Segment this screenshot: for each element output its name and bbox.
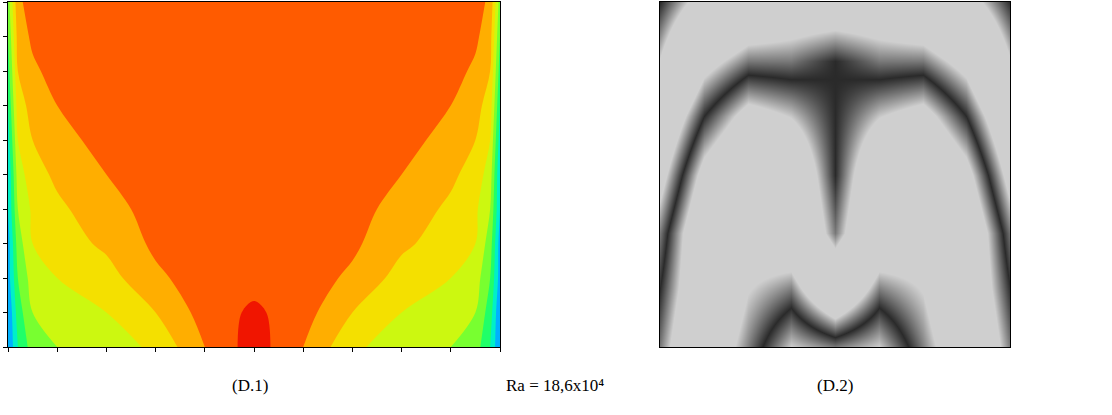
- svg-text:(D.2): (D.2): [817, 376, 853, 395]
- svg-text:Ra = 18,6x10⁴: Ra = 18,6x10⁴: [506, 376, 604, 395]
- svg-text:(D.1): (D.1): [232, 376, 268, 395]
